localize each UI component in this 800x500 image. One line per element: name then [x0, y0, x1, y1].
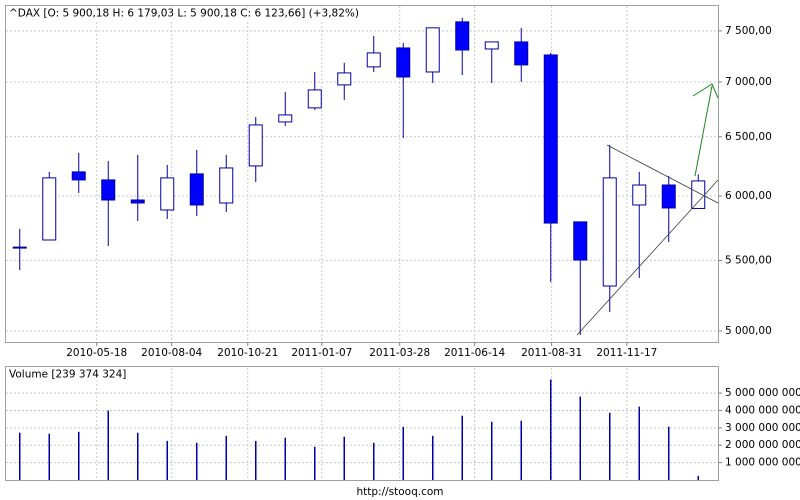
candle-body — [189, 173, 204, 206]
arrow — [694, 85, 713, 177]
candle-body — [307, 89, 322, 109]
volume-bar — [284, 437, 286, 480]
candle-body — [101, 179, 116, 201]
volume-bar — [550, 379, 552, 480]
arrow-head — [692, 83, 719, 99]
volume-bar — [107, 410, 109, 480]
x-tick-label: 2010-08-04 — [141, 347, 202, 359]
candle-body — [573, 221, 588, 261]
y-tick-label: 7 500,00 — [725, 25, 772, 37]
x-tick-label: 2010-10-21 — [217, 347, 278, 359]
volume-bar — [343, 436, 345, 480]
y-tick-label: 2 000 000 000 — [725, 439, 800, 451]
candle-body — [337, 72, 352, 86]
volume-bar — [402, 426, 404, 480]
candle-body — [425, 27, 440, 73]
candle-body — [484, 41, 499, 50]
candle-body — [248, 124, 263, 167]
volume-bar — [225, 435, 227, 480]
candle-body — [42, 177, 57, 241]
candle-body — [396, 47, 411, 78]
volume-bar — [668, 426, 670, 480]
candle-body — [543, 54, 558, 224]
candle-body — [514, 41, 529, 66]
chart-title: ^DAX [O: 5 900,18 H: 6 179,03 L: 5 900,1… — [9, 8, 359, 20]
y-tick-label: 4 000 000 000 — [725, 404, 800, 416]
y-tick-label: 5 500,00 — [725, 254, 772, 266]
y-tick-label: 3 000 000 000 — [725, 422, 800, 434]
candle-body — [278, 114, 293, 123]
volume-bar — [137, 432, 139, 480]
x-tick-label: 2011-08-31 — [521, 347, 582, 359]
candle-body — [366, 52, 381, 68]
x-tick-label: 2011-03-28 — [369, 347, 430, 359]
volume-bar — [432, 435, 434, 480]
volume-bar — [697, 475, 699, 480]
x-tick-label: 2011-06-14 — [444, 347, 505, 359]
volume-bar — [314, 446, 316, 480]
y-tick-label: 5 000 000 000 — [725, 387, 800, 399]
volume-bar — [48, 433, 50, 480]
y-tick-label: 7 000,00 — [725, 76, 772, 88]
y-tick-label: 1 000 000 000 — [725, 457, 800, 469]
y-tick-label: 6 500,00 — [725, 131, 772, 143]
price-frame — [5, 5, 719, 343]
y-tick-label: 6 000,00 — [725, 190, 772, 202]
y-tick-label: 5 000,00 — [725, 325, 772, 337]
candle-body — [602, 177, 617, 287]
volume-bar — [19, 432, 21, 480]
volume-bar — [78, 431, 80, 480]
candle-body — [71, 171, 86, 181]
volume-bar — [579, 396, 581, 480]
mark-layer — [12, 17, 706, 480]
candle-body — [130, 199, 145, 204]
volume-bar — [196, 442, 198, 480]
volume-bar — [166, 440, 168, 480]
volume-title: Volume [239 374 324] — [9, 369, 126, 381]
candle-body — [661, 184, 676, 209]
volume-bar — [373, 442, 375, 480]
candle-body — [632, 184, 647, 206]
volume-bar — [461, 415, 463, 480]
title-bg — [7, 7, 337, 20]
footer: http://stooq.com — [356, 486, 443, 498]
trend-line — [576, 179, 719, 336]
volume-frame — [5, 366, 719, 481]
volume-bar — [520, 420, 522, 480]
title-bg — [7, 368, 117, 381]
x-tick-label: 2011-11-17 — [596, 347, 657, 359]
volume-bar — [491, 421, 493, 480]
trend-line — [606, 144, 719, 204]
candle-body — [219, 167, 234, 204]
candle-body — [455, 21, 470, 51]
candle-body — [12, 246, 27, 249]
x-tick-label: 2011-01-07 — [291, 347, 352, 359]
x-tick-label: 2010-05-18 — [66, 347, 127, 359]
volume-bar — [609, 412, 611, 480]
volume-bar — [638, 406, 640, 480]
candle-body — [160, 177, 175, 211]
volume-bar — [255, 440, 257, 480]
